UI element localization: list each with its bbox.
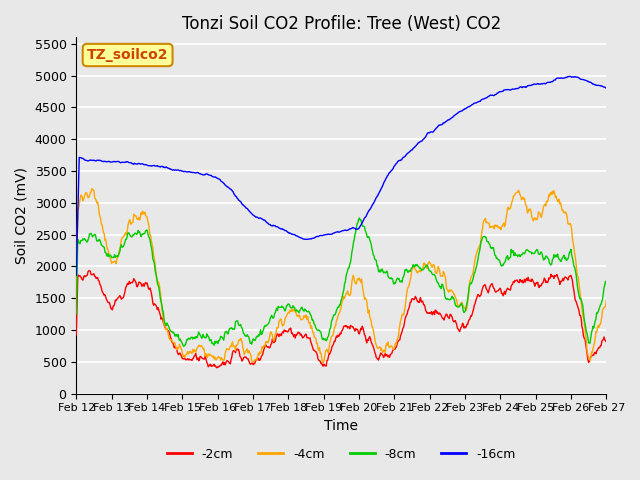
X-axis label: Time: Time xyxy=(324,419,358,433)
Y-axis label: Soil CO2 (mV): Soil CO2 (mV) xyxy=(15,167,29,264)
Legend: -2cm, -4cm, -8cm, -16cm: -2cm, -4cm, -8cm, -16cm xyxy=(162,443,521,466)
Title: Tonzi Soil CO2 Profile: Tree (West) CO2: Tonzi Soil CO2 Profile: Tree (West) CO2 xyxy=(182,15,501,33)
Text: TZ_soilco2: TZ_soilco2 xyxy=(87,48,168,62)
